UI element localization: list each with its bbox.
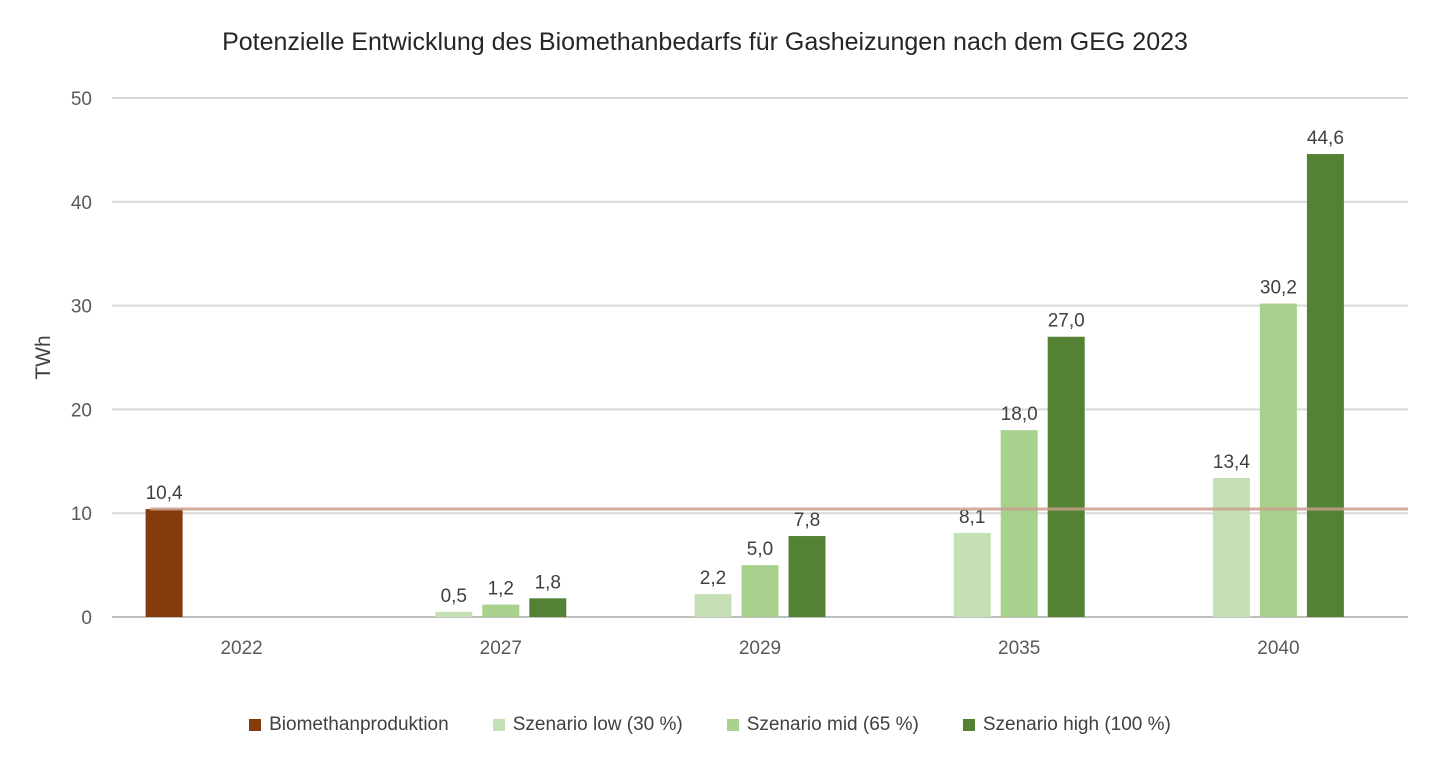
legend-swatch-szenario-low [492,719,505,731]
data-label: 18,0 [1001,404,1038,425]
legend-item-biomethanproduktion: Biomethanproduktion [249,714,449,736]
y-tick-label: 50 [71,89,92,110]
data-label: 10,4 [146,483,183,504]
data-label: 0,5 [441,586,467,607]
data-label: 27,0 [1048,311,1085,332]
legend-item-szenario-high: Szenario high (100 %) [962,714,1171,736]
bar [1047,336,1085,617]
bar [741,565,779,617]
legend-label-szenario-mid: Szenario mid (65 %) [746,714,919,735]
bar [1000,430,1038,617]
y-axis-label: TWh [32,335,55,379]
legend-label-biomethanproduktion: Biomethanproduktion [269,714,449,735]
data-label: 1,8 [535,572,561,593]
bar [694,594,732,617]
bar [529,598,567,617]
bar [1259,303,1297,617]
legend: Biomethanproduktion Szenario low (30 %) … [0,714,1420,736]
data-label: 5,0 [747,539,773,560]
bar [788,536,826,617]
bar [1212,477,1250,617]
legend-label-szenario-low: Szenario low (30 %) [512,714,683,735]
y-tick-label: 30 [71,297,92,318]
data-label: 13,4 [1213,452,1250,473]
legend-swatch-szenario-mid [726,719,739,731]
data-label: 2,2 [700,568,726,589]
data-label: 30,2 [1260,278,1297,299]
chart-svg: 0 10 20 30 40 50 TWh 2022 10,4 2027 0,5 1,2 1,8 2029 2… [32,89,1408,659]
legend-label-szenario-high: Szenario high (100 %) [982,714,1171,735]
x-tick-label: 2035 [998,638,1040,659]
bar [1306,154,1344,617]
legend-item-szenario-mid: Szenario mid (65 %) [726,714,919,736]
bar [435,611,473,617]
data-label: 8,1 [959,507,985,528]
x-tick-label: 2040 [1257,638,1299,659]
legend-item-szenario-low: Szenario low (30 %) [492,714,683,736]
x-tick-label: 2027 [480,638,522,659]
bar [482,604,520,617]
bar [145,509,183,617]
data-label: 44,6 [1307,128,1344,149]
data-label: 7,8 [794,510,820,531]
legend-swatch-szenario-high [962,719,975,731]
y-tick-label: 0 [81,608,92,629]
y-tick-label: 10 [71,504,92,525]
chart-title: Potenzielle Entwicklung des Biomethanbed… [222,28,1188,56]
bar [953,532,991,617]
data-label: 1,2 [488,579,514,600]
y-tick-label: 40 [71,193,92,214]
y-tick-label: 20 [71,400,92,421]
x-tick-label: 2029 [739,638,781,659]
x-tick-label: 2022 [220,638,262,659]
legend-swatch-biomethanproduktion [249,719,262,731]
